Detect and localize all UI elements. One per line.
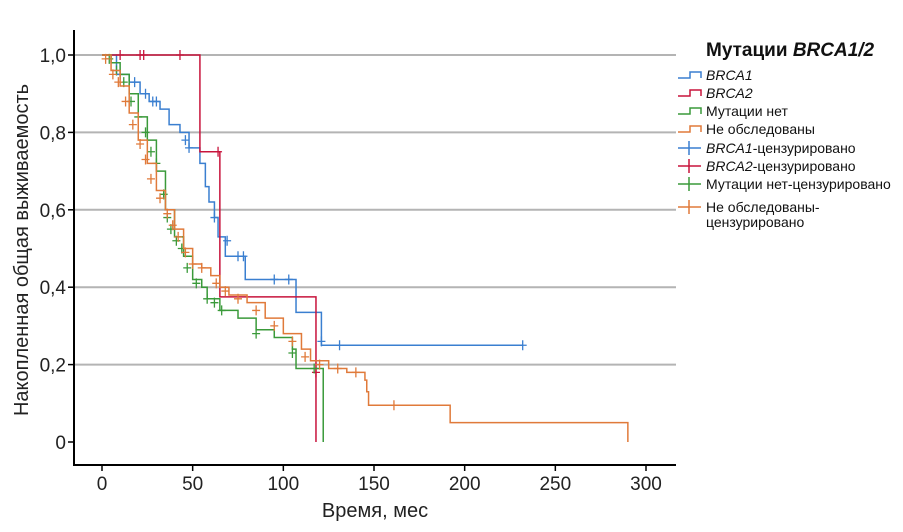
y-tick-label: 0,2 xyxy=(40,356,66,377)
censor-mark xyxy=(239,251,248,262)
censor-mark xyxy=(301,351,310,362)
censor-mark xyxy=(210,212,219,223)
y-tick-label: 0,6 xyxy=(40,201,66,222)
x-tick-label: 300 xyxy=(630,474,662,495)
censor-mark xyxy=(139,50,148,60)
legend-swatch-line xyxy=(678,71,702,79)
x-tick-label: 250 xyxy=(539,474,571,495)
censor-mark xyxy=(146,173,155,184)
x-axis-label: Время, мес xyxy=(322,500,428,522)
y-axis-label: Накопленная общая выживаемость xyxy=(11,84,33,416)
censor-mark xyxy=(351,367,360,378)
y-tick-label: 1,0 xyxy=(40,46,66,67)
x-tick-label: 50 xyxy=(182,474,203,495)
legend-label: Не обследованы- xyxy=(706,199,820,215)
censor-mark xyxy=(141,88,150,99)
censor-mark xyxy=(175,50,184,60)
y-tick-label: 0,4 xyxy=(40,278,67,299)
legend-swatch-line xyxy=(678,125,702,133)
censor-mark xyxy=(217,305,226,316)
legend-label: Мутации нет xyxy=(706,103,788,119)
legend-label: BRCA1 xyxy=(706,67,753,83)
censor-mark xyxy=(141,127,150,138)
legend-label: BRCA2 xyxy=(706,85,753,101)
censor-mark xyxy=(223,235,232,246)
censor-mark xyxy=(317,336,326,347)
censor-mark xyxy=(288,336,297,347)
censor-mark xyxy=(181,247,190,258)
censor-mark xyxy=(518,340,527,351)
legend-swatch-cross xyxy=(678,159,701,173)
legend-label: BRCA1-цензурировано xyxy=(706,140,856,156)
censor-mark xyxy=(136,139,145,150)
censor-mark xyxy=(252,328,261,339)
censor-mark xyxy=(197,262,206,273)
censor-mark xyxy=(335,340,344,351)
censor-mark xyxy=(128,119,137,130)
legend-swatch-cross xyxy=(678,141,701,155)
censor-mark xyxy=(270,274,279,285)
survival-curve-Не обследованы xyxy=(102,54,629,442)
censor-mark xyxy=(185,142,194,153)
censor-mark xyxy=(168,220,177,231)
x-tick-label: 100 xyxy=(267,474,299,495)
censor-mark xyxy=(181,135,190,146)
censor-mark xyxy=(234,293,242,304)
censor-mark xyxy=(146,146,155,157)
censor-mark xyxy=(183,262,192,273)
x-tick-label: 150 xyxy=(358,474,390,495)
censor-mark xyxy=(188,258,197,269)
censor-mark xyxy=(141,154,150,165)
legend-title: Мутации BRCA1/2 xyxy=(706,40,875,61)
legend-label: Мутации нет-цензурировано xyxy=(706,176,891,192)
x-tick-label: 200 xyxy=(449,474,481,495)
censor-mark xyxy=(174,231,183,242)
censor-mark xyxy=(152,96,161,107)
legend-label: цензурировано xyxy=(706,214,804,230)
legend-swatch-line xyxy=(678,107,702,115)
censor-mark xyxy=(315,359,324,370)
censor-mark xyxy=(192,278,201,289)
censor-mark xyxy=(101,53,110,64)
legend-label: BRCA2-цензурировано xyxy=(706,158,856,174)
legend-swatch-cross xyxy=(678,177,701,191)
censor-mark xyxy=(116,50,125,60)
survival-curve-BRCA1 xyxy=(102,54,523,346)
censor-mark xyxy=(108,69,117,80)
censor-mark xyxy=(163,208,172,219)
censor-mark xyxy=(214,146,223,157)
censor-mark xyxy=(203,293,212,304)
legend: Мутации BRCA1/2 BRCA1 BRCA2 Мутации нет Не … xyxy=(678,40,891,230)
censor-mark xyxy=(156,193,165,204)
censor-mark xyxy=(252,305,261,316)
censor-mark xyxy=(333,363,342,374)
censor-mark xyxy=(210,297,219,308)
censor-mark xyxy=(212,278,221,289)
censor-mark xyxy=(389,400,398,411)
legend-label: Не обследованы xyxy=(706,121,815,137)
censor-mark xyxy=(288,347,297,358)
censor-mark xyxy=(270,320,279,331)
y-tick-label: 0,8 xyxy=(40,123,66,144)
censor-mark xyxy=(310,363,319,374)
censor-mark xyxy=(221,286,230,297)
censor-mark xyxy=(284,274,293,285)
censor-mark xyxy=(130,77,139,88)
legend-swatch-cross xyxy=(678,200,701,214)
censor-mark xyxy=(121,96,130,107)
censor-mark xyxy=(114,77,123,88)
legend-swatch-line xyxy=(678,89,702,97)
y-tick-label: 0 xyxy=(55,433,66,454)
x-tick-label: 0 xyxy=(97,474,108,495)
